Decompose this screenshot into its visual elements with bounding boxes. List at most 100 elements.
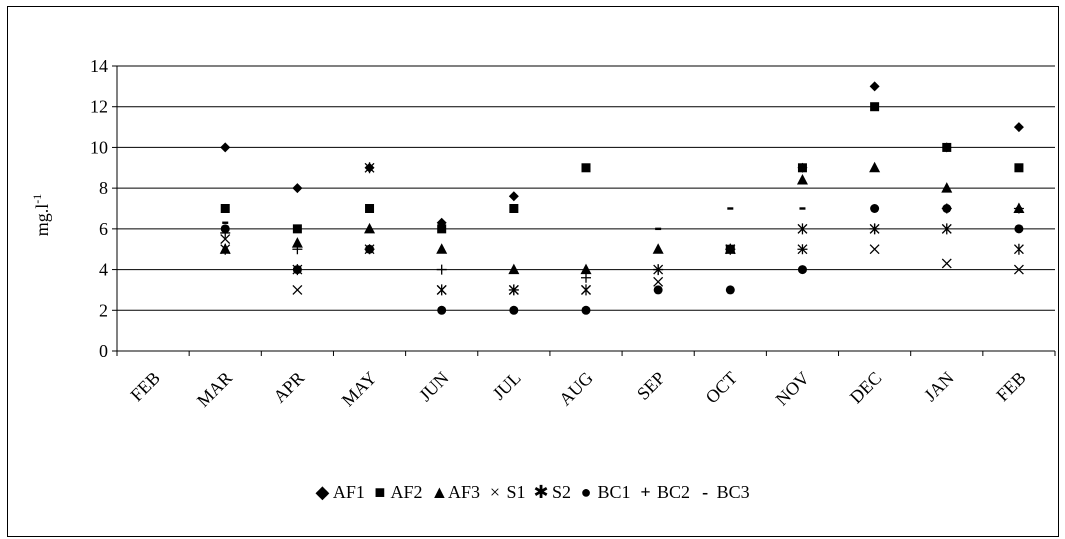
point-bc1 xyxy=(437,305,447,315)
legend-marker-diamond-icon: ◆ xyxy=(315,482,330,502)
point-af1 xyxy=(292,183,303,194)
legend-marker-circle-icon: ● xyxy=(580,482,592,502)
point-s1 xyxy=(1013,264,1024,275)
y-axis-label-main: mg.l xyxy=(32,204,52,237)
point-bc2 xyxy=(725,244,736,255)
point-af2 xyxy=(870,102,880,112)
legend-item-bc3: - BC3 xyxy=(698,482,750,503)
x-tick-label: JUL xyxy=(489,368,525,404)
y-tick-label: 2 xyxy=(99,300,108,320)
point-s2 xyxy=(436,284,447,296)
x-tick-label: FEB xyxy=(992,368,1029,405)
x-tick-label: APR xyxy=(269,368,308,407)
x-tick-label: AUG xyxy=(555,368,597,410)
legend-marker-dash-icon: - xyxy=(702,482,709,502)
legend-item-af1: ◆ AF1 xyxy=(315,482,365,503)
legend-label: AF3 xyxy=(444,482,480,502)
x-tick-label: NOV xyxy=(772,368,814,410)
x-tick-label: JUN xyxy=(415,368,452,405)
y-tick-labels: 0 2 4 6 8 10 12 14 xyxy=(90,56,108,361)
y-tick-label: 0 xyxy=(99,341,108,361)
point-bc3 xyxy=(871,207,878,210)
point-af3 xyxy=(508,263,520,275)
point-bc2 xyxy=(220,227,231,238)
y-tick-label: 8 xyxy=(99,178,108,198)
y-tick-label: 10 xyxy=(90,137,108,157)
point-af1 xyxy=(1013,122,1024,133)
point-bc3 xyxy=(222,221,229,224)
point-af2 xyxy=(220,204,230,213)
x-tick-label: SEP xyxy=(633,368,669,404)
y-tick-label: 14 xyxy=(90,56,108,76)
legend-marker-triangle-icon: ▲ xyxy=(430,482,449,502)
data-markers xyxy=(219,81,1025,315)
point-bc2 xyxy=(941,203,952,214)
point-bc3 xyxy=(438,227,445,231)
point-bc3 xyxy=(366,207,373,210)
point-af3 xyxy=(796,174,808,185)
point-af2 xyxy=(797,163,807,173)
legend-label: BC1 xyxy=(593,482,631,502)
x-tick-labels: FEB MAR APR MAY JUN JUL AUG SEP OCT NOV DEC JAN FEB xyxy=(126,368,1029,411)
point-af1 xyxy=(508,191,519,202)
point-s1 xyxy=(941,258,952,269)
point-s1 xyxy=(292,284,303,295)
point-bc2 xyxy=(436,264,447,275)
legend-label: AF1 xyxy=(329,482,365,502)
y-axis-label-sup: -1 xyxy=(30,194,44,204)
point-bc1 xyxy=(292,265,302,275)
point-s2 xyxy=(581,284,591,296)
point-bc3 xyxy=(583,166,589,169)
legend-item-s2: ✱ S2 xyxy=(534,482,572,503)
point-bc2 xyxy=(508,284,519,295)
point-s2 xyxy=(797,223,808,235)
point-bc1 xyxy=(1014,224,1024,234)
legend-label: BC2 xyxy=(652,482,691,502)
x-tick-label: MAR xyxy=(193,368,236,411)
legend-label: S2 xyxy=(547,482,572,502)
point-af3 xyxy=(364,222,376,234)
x-tick-label: JAN xyxy=(920,368,957,405)
point-s2 xyxy=(220,243,231,255)
point-bc2 xyxy=(292,244,303,255)
point-s1 xyxy=(869,244,880,255)
point-bc3 xyxy=(655,227,662,231)
point-af3 xyxy=(291,237,303,248)
point-bc1 xyxy=(509,305,519,315)
x-tick-label: OCT xyxy=(702,368,742,408)
point-af3 xyxy=(436,243,448,254)
y-tick-label: 6 xyxy=(99,219,108,239)
x-tick-label: MAY xyxy=(338,368,381,411)
point-af3 xyxy=(580,263,592,275)
point-af3 xyxy=(652,243,664,254)
y-tick-label: 4 xyxy=(99,260,108,280)
point-bc3 xyxy=(294,227,301,231)
point-bc3 xyxy=(799,207,806,210)
point-s2 xyxy=(364,162,375,174)
legend-label: AF2 xyxy=(386,482,423,502)
point-bc3 xyxy=(1015,207,1022,210)
point-bc2 xyxy=(797,244,808,255)
point-s1 xyxy=(653,276,664,287)
axes xyxy=(112,65,1056,356)
point-bc3 xyxy=(943,146,950,149)
legend-marker-square-icon: ■ xyxy=(374,482,386,502)
legend: ◆ AF1 ■ AF2 ▲ AF3 × S1 ✱ S2 ● BC1 + BC2- BC3 xyxy=(0,482,1065,503)
point-af2 xyxy=(1014,163,1024,173)
point-bc2 xyxy=(869,223,880,234)
point-af1 xyxy=(869,81,880,92)
x-tick-label: DEC xyxy=(846,368,886,408)
legend-marker-plus-icon: + xyxy=(640,482,651,502)
y-axis-label: mg.l-1 xyxy=(30,194,52,237)
chart-area: 0 2 4 6 8 10 12 14 FEB MAR APR MAY JUN JUL AUG SEP OCT N… xyxy=(30,56,1056,411)
point-s2 xyxy=(941,223,952,235)
grid-lines xyxy=(117,65,1055,311)
legend-label: BC3 xyxy=(712,482,750,502)
point-s1 xyxy=(220,234,231,244)
legend-marker-x-icon: × xyxy=(489,482,501,502)
point-bc2 xyxy=(653,264,664,275)
x-tick-label: FEB xyxy=(126,368,163,405)
y-tick-label: 12 xyxy=(90,97,108,117)
chart-frame xyxy=(7,6,1059,537)
point-s2 xyxy=(1013,243,1024,255)
